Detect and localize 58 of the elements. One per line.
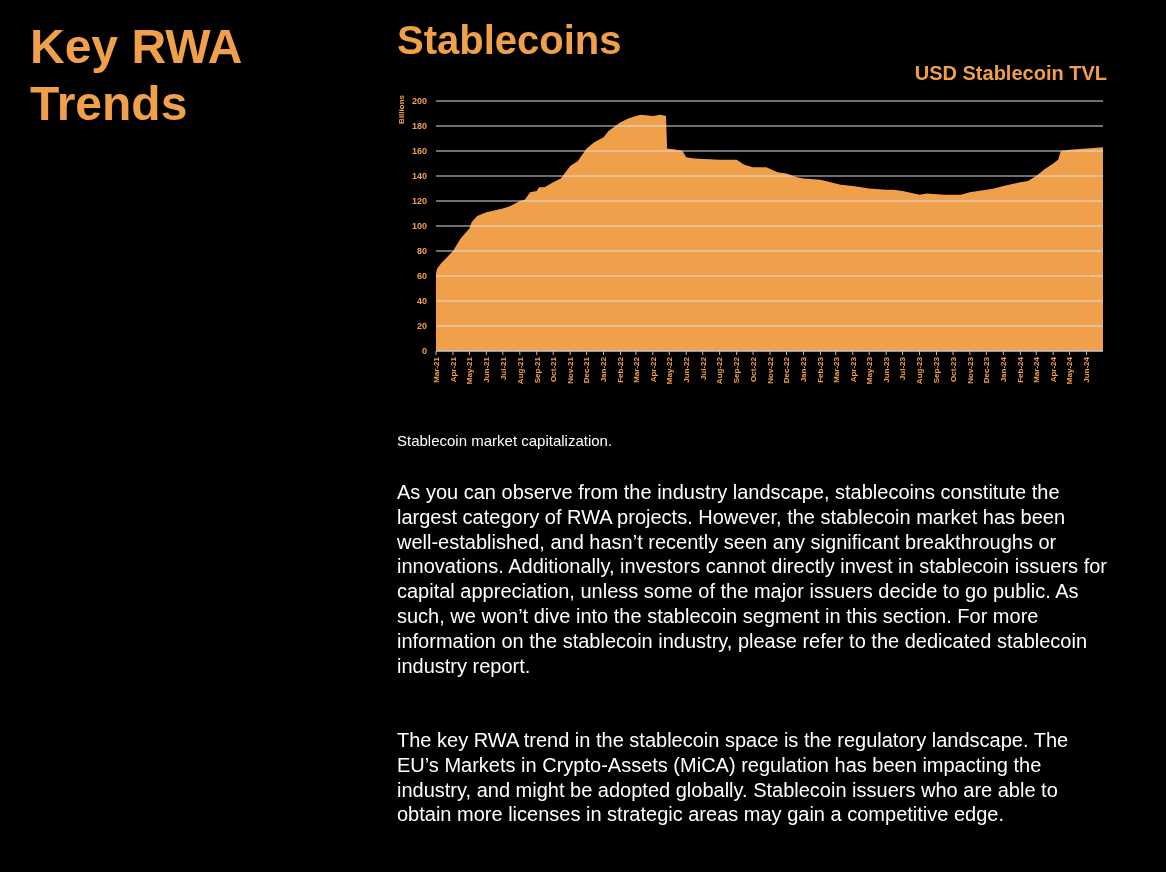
x-tick-label: May-24 (1065, 356, 1075, 385)
x-tick-label: Dec-23 (982, 356, 992, 384)
x-tick-label: Oct-22 (748, 356, 758, 382)
x-tick-label: Mar-23 (831, 356, 841, 383)
x-tick-label: Apr-24 (1048, 356, 1058, 383)
x-tick-label: Mar-22 (631, 356, 641, 383)
x-tick-label: Aug-22 (715, 356, 725, 385)
x-tick-label: Dec-21 (582, 356, 592, 384)
y-tick-label: 80 (416, 246, 427, 257)
x-tick-label: Nov-22 (765, 356, 775, 384)
y-tick-label: 180 (411, 121, 427, 132)
y-tick-label: 60 (416, 271, 427, 282)
x-tick-label: Sep-21 (532, 356, 542, 384)
y-tick-label: 20 (416, 321, 427, 332)
x-tick-label: Feb-22 (616, 356, 626, 383)
y-tick-label: 0 (421, 346, 427, 357)
x-tick-label: Jan-22 (599, 356, 609, 383)
x-tick-label: Sep-23 (932, 356, 942, 384)
x-tick-label: Apr-22 (648, 356, 658, 383)
x-tick-label: Aug-21 (515, 356, 525, 385)
y-axis-title: Billions (397, 94, 406, 124)
x-tick-label: Nov-23 (965, 356, 975, 384)
x-tick-label: Jun-21 (482, 356, 492, 383)
y-tick-label: 140 (411, 171, 427, 182)
x-tick-label: May-23 (864, 356, 874, 385)
text: The key RWA trend in the stablecoin space is the regulatory landscape. The EU’s Markets in Crypto-Assets (MiCA) regulation has been impacting the industry, and might be adopted globally. Stablecoin issuers who are able to obtain more licenses in strategic areas may gain a competitive edge. (397, 728, 1070, 828)
x-tick-label: Jun-24 (1082, 356, 1092, 383)
x-tick-label: Nov-21 (565, 356, 575, 384)
y-tick-label: 160 (411, 146, 427, 157)
text: As you can observe from the industry landscape, stablecoins constitute the largest category of RWA projects. However, the stablecoin market has been well-established, and hasn’t recently seen any significant breakthroughs or innovations. Additionally, investors cannot directly invest in stablecoin issuers for capital appreciation, unless some of the major issuers decide to go public. As such, we won’t dive into the stablecoin segment in this section. For more information on the stablecoin industry, please refer to the dedicated stablecoin industry report. (397, 480, 1108, 679)
text: Stablecoins (397, 18, 622, 63)
x-tick-label: Oct-21 (548, 356, 558, 382)
x-tick-label: Jan-23 (799, 356, 809, 383)
x-tick-label: Mar-21 (431, 356, 441, 383)
x-tick-label: Aug-23 (915, 356, 925, 385)
x-tick-label: Jun-22 (682, 356, 692, 383)
x-tick-label: Jun-23 (881, 356, 891, 383)
y-tick-label: 40 (416, 296, 427, 307)
y-tick-label: 100 (411, 221, 427, 232)
x-tick-label: May-22 (665, 356, 675, 385)
x-tick-label: Mar-24 (1031, 356, 1041, 383)
x-tick-label: Apr-21 (448, 356, 458, 383)
x-tick-label: Oct-23 (948, 356, 958, 382)
chart-title: USD Stablecoin TVL (914, 62, 1107, 84)
y-tick-label: 200 (411, 96, 427, 107)
x-tick-label: Apr-23 (848, 356, 858, 383)
x-tick-label: Jan-24 (999, 356, 1009, 383)
x-tick-label: Dec-22 (782, 356, 792, 384)
x-tick-label: Feb-24 (1016, 356, 1026, 383)
x-tick-label: Jul-21 (498, 356, 508, 381)
x-tick-label: Jul-22 (698, 356, 708, 381)
text: Stablecoin market capitalization. (397, 432, 613, 449)
x-tick-label: May-21 (465, 356, 475, 385)
y-tick-label: 120 (411, 196, 427, 207)
x-tick-label: Feb-23 (816, 356, 826, 383)
x-tick-label: Jul-23 (898, 356, 908, 381)
x-tick-label: Sep-22 (732, 356, 742, 384)
text: Key RWA Trends (30, 19, 242, 132)
